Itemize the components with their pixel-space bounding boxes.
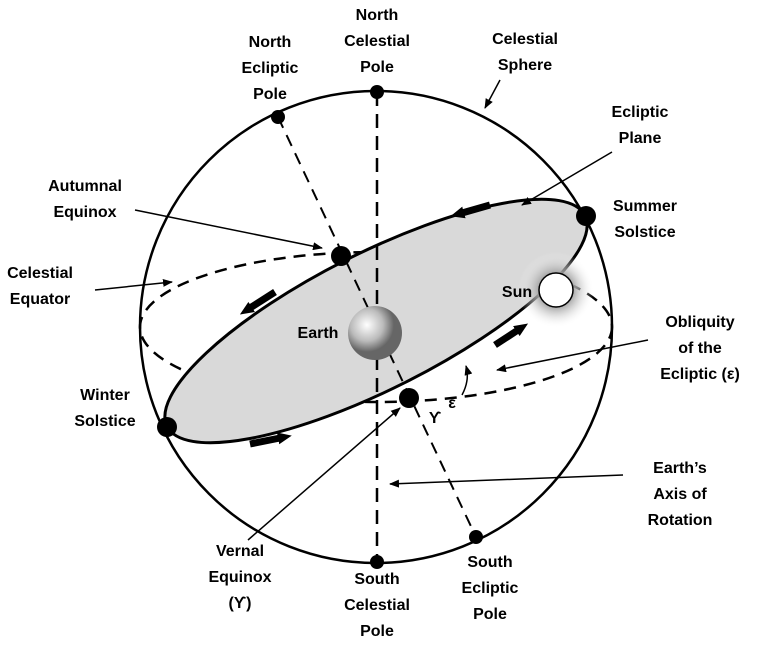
label: Sun <box>502 284 532 301</box>
label: ϒ <box>429 410 442 427</box>
pointer <box>497 340 648 370</box>
pointer <box>95 282 172 290</box>
label-line: Equator <box>10 291 70 308</box>
point <box>271 110 285 124</box>
label-line: Pole <box>360 623 394 640</box>
label-line: Ecliptic (ε) <box>660 366 740 383</box>
label: Vernal Equinox (ϒ) <box>208 543 271 612</box>
pointer <box>522 152 612 205</box>
label-line: North <box>356 7 399 24</box>
label-line: Celestial <box>344 33 410 50</box>
label-line: Plane <box>619 130 662 147</box>
label-line: Ecliptic <box>462 580 519 597</box>
point <box>370 555 384 569</box>
label-line: Celestial <box>7 265 73 282</box>
label-line: Obliquity <box>665 314 734 331</box>
label: Earth’s Axis of Rotation <box>648 460 713 529</box>
point <box>331 246 351 266</box>
label: Winter Solstice <box>74 387 135 430</box>
label: Celestial Equator <box>7 265 73 308</box>
label-line: Axis of <box>653 486 707 503</box>
direction-arrow <box>495 330 518 345</box>
label: North Ecliptic Pole <box>242 34 299 103</box>
pointer <box>485 80 500 108</box>
label: ε <box>448 395 456 412</box>
sun <box>539 273 573 307</box>
point <box>469 530 483 544</box>
diagram: North Celestial Pole North Ecliptic Pole Celes… <box>0 0 762 645</box>
label: Obliquity of the Ecliptic (ε) <box>660 314 740 383</box>
label-line: Summer <box>613 198 677 215</box>
label-line: South <box>467 554 512 571</box>
point <box>576 206 596 226</box>
label: Summer Solstice <box>613 198 677 241</box>
label-line: South <box>354 571 399 588</box>
label-line: Pole <box>473 606 507 623</box>
label: Autumnal Equinox <box>48 178 122 221</box>
label-line: of the <box>678 340 722 357</box>
label-line: Winter <box>80 387 130 404</box>
label-line: Pole <box>253 86 287 103</box>
point <box>370 85 384 99</box>
point <box>157 417 177 437</box>
label-line: Earth <box>298 325 339 342</box>
label-line: Pole <box>360 59 394 76</box>
label-line: Sphere <box>498 57 552 74</box>
label-line: Ecliptic <box>612 104 669 121</box>
label: Celestial Sphere <box>492 31 558 74</box>
pointer <box>135 210 322 248</box>
label-line: North <box>249 34 292 51</box>
label-line: Solstice <box>614 224 675 241</box>
label-line: Rotation <box>648 512 713 529</box>
label: South Ecliptic Pole <box>462 554 519 623</box>
label-line: Solstice <box>74 413 135 430</box>
geometry <box>95 80 648 569</box>
label-line: Vernal <box>216 543 264 560</box>
label-line: Autumnal <box>48 178 122 195</box>
label-line: Ecliptic <box>242 60 299 77</box>
label: North Celestial Pole <box>344 7 410 76</box>
label-line: (ϒ) <box>229 595 252 612</box>
label-line: Celestial <box>492 31 558 48</box>
label-line: ϒ <box>429 410 442 427</box>
label-line: ε <box>448 395 456 412</box>
pointer <box>390 475 623 484</box>
earth <box>348 306 402 360</box>
label-line: Earth’s <box>653 460 707 477</box>
point <box>399 388 419 408</box>
label: South Celestial Pole <box>344 571 410 640</box>
label-line: Celestial <box>344 597 410 614</box>
label-line: Equinox <box>53 204 116 221</box>
label: Earth <box>298 325 339 342</box>
angle-arc <box>462 366 467 395</box>
label-line: Equinox <box>208 569 271 586</box>
label: Ecliptic Plane <box>612 104 669 147</box>
label-line: Sun <box>502 284 532 301</box>
